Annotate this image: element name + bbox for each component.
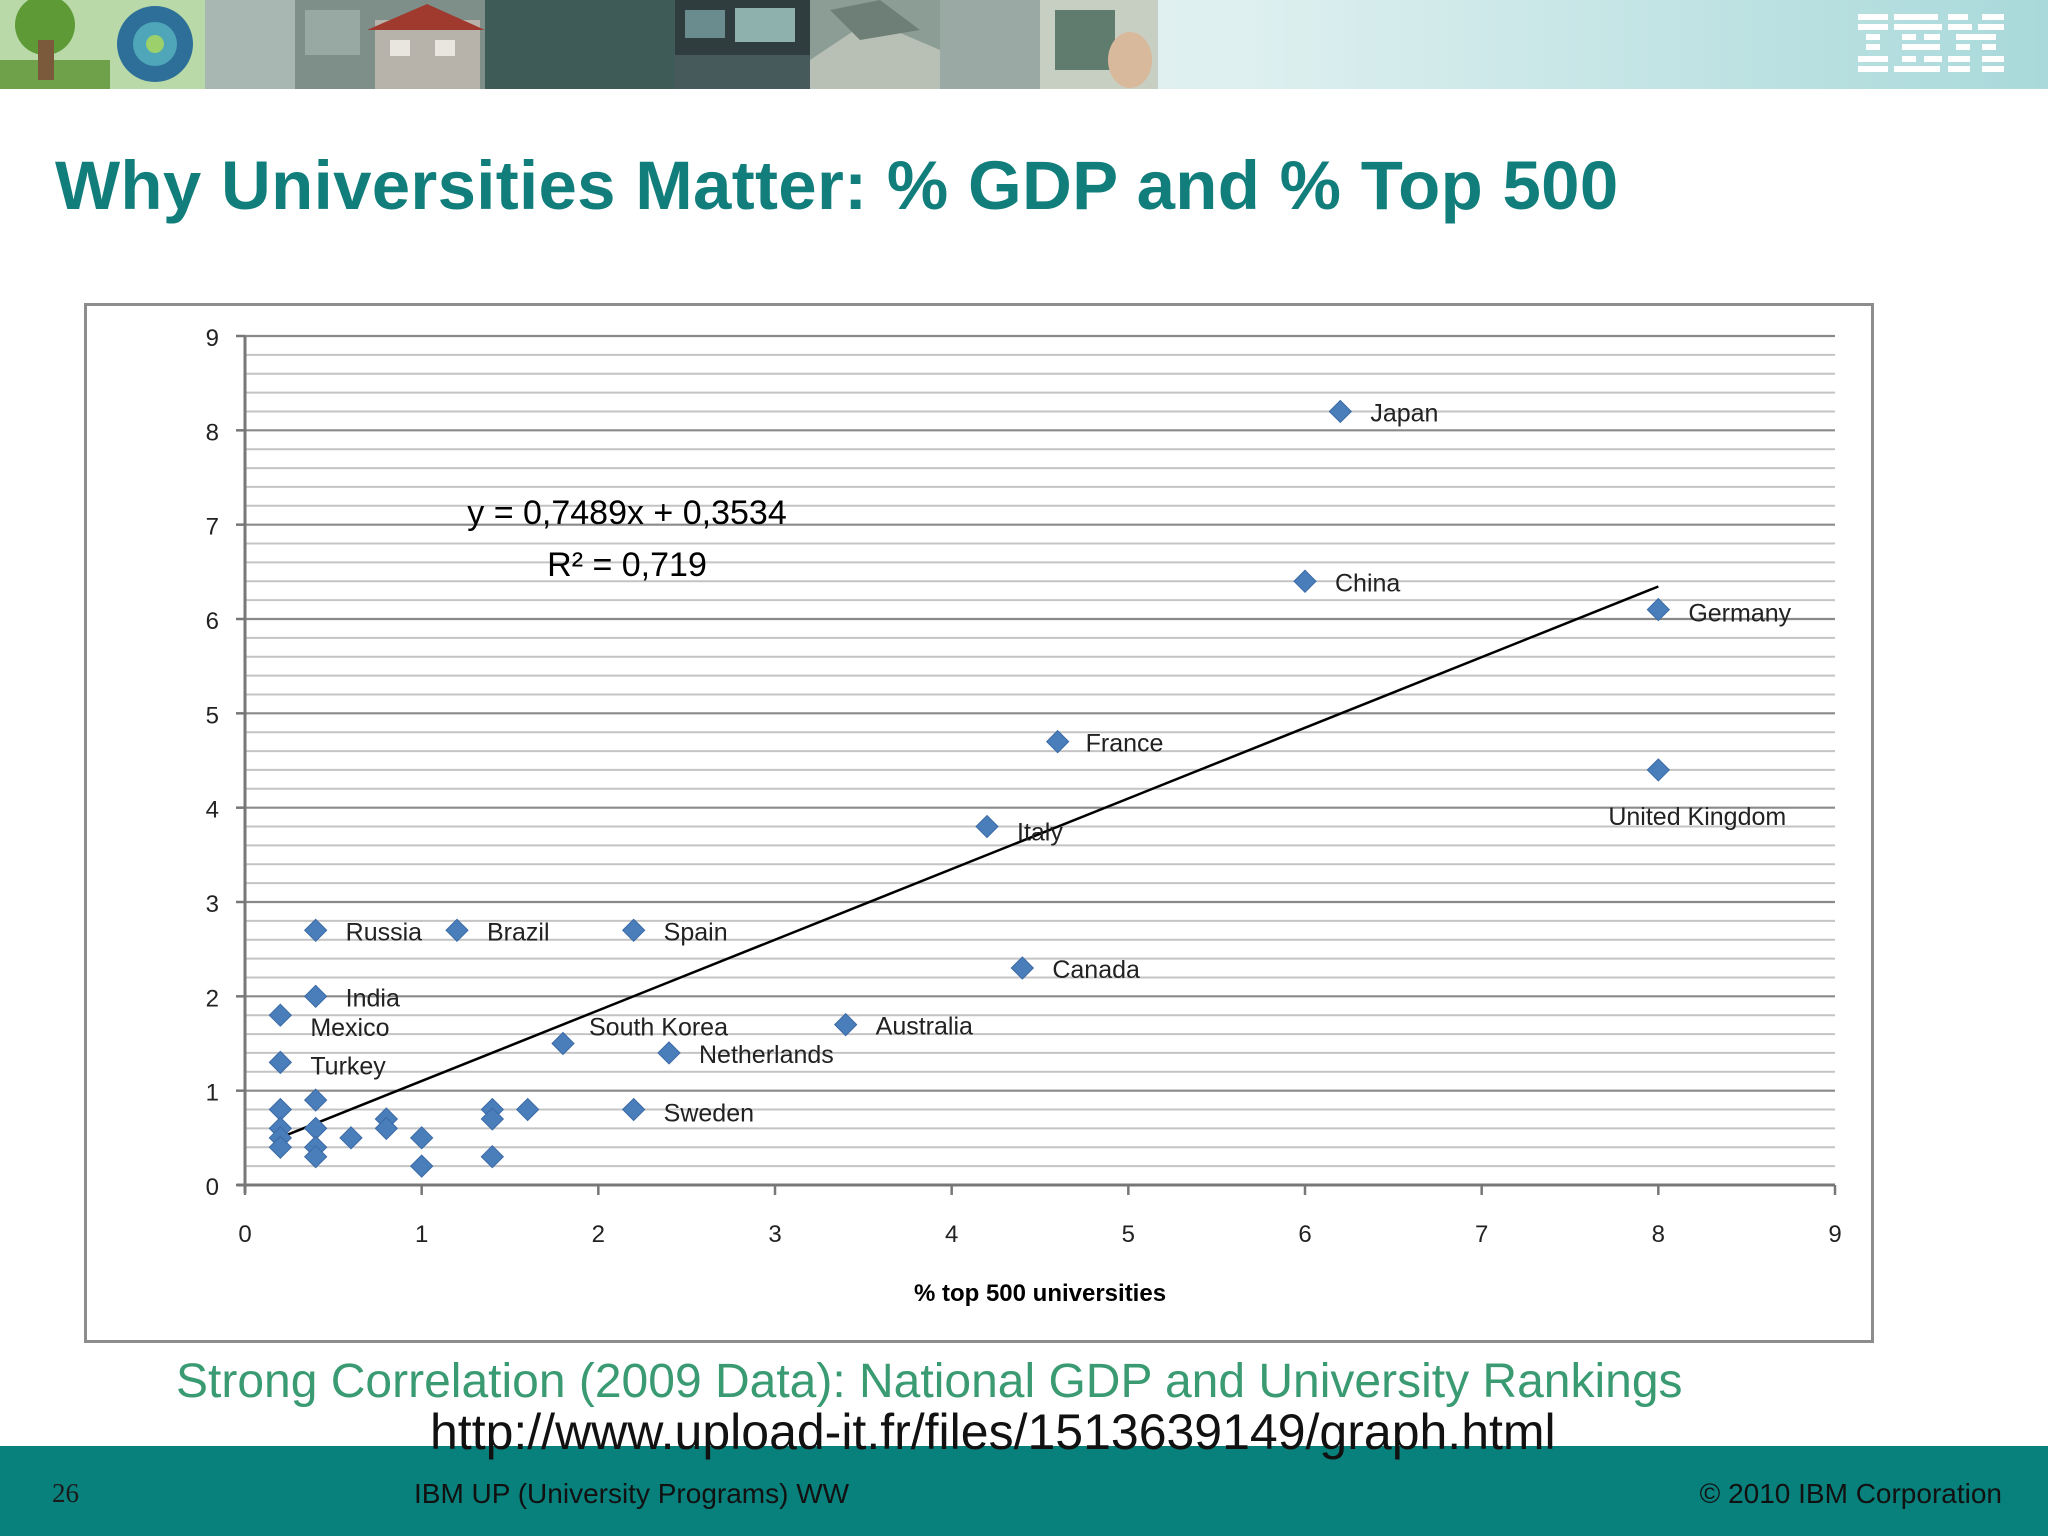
data-point-marker <box>1328 399 1353 424</box>
dark-tile <box>485 0 675 89</box>
data-point-label: Germany <box>1688 600 1791 628</box>
y-tick-label: 2 <box>206 985 219 1012</box>
data-point-marker <box>833 1012 858 1037</box>
x-tick-label: 4 <box>945 1221 958 1248</box>
hands-photo-icon <box>1040 0 1158 89</box>
data-point-marker <box>409 1154 434 1178</box>
chart-caption: Strong Correlation (2009 Data): National… <box>176 1355 1683 1408</box>
data-point-marker <box>621 918 646 943</box>
data-point-label: Brazil <box>487 918 550 946</box>
data-point-marker <box>339 1126 363 1150</box>
footer-program-name: IBM UP (University Programs) WW <box>414 1478 850 1509</box>
data-point-marker <box>303 1144 328 1169</box>
data-point-marker <box>621 1097 646 1122</box>
trendline-r-squared: R² = 0,719 <box>547 546 707 584</box>
y-tick-label: 4 <box>206 797 219 824</box>
y-tick-label: 0 <box>206 1174 219 1201</box>
data-point-marker <box>445 918 469 943</box>
data-point-label: France <box>1086 730 1164 758</box>
y-tick-label: 5 <box>206 702 219 729</box>
scatter-chart: 0 1 2 3 4 5 6 7 8 9 0 1 2 3 4 5 6 7 8 9 Japan China Germany Fr… <box>206 325 1842 1307</box>
data-point-marker <box>1646 597 1671 622</box>
data-point-marker <box>551 1031 575 1056</box>
data-point-label: South Korea <box>589 1014 728 1042</box>
trendline-equation: y = 0,7489x + 0,3534 <box>467 494 786 532</box>
footer-bar <box>0 1446 2048 1536</box>
data-point-marker <box>515 1097 540 1122</box>
y-tick-label: 1 <box>206 1080 219 1107</box>
gradient-tile <box>205 0 295 89</box>
data-point-label: Italy <box>1017 819 1063 847</box>
data-point-label: Netherlands <box>699 1041 834 1069</box>
data-point-marker <box>1045 729 1070 754</box>
data-point-marker <box>268 1003 293 1027</box>
data-points: Japan China Germany France United Kingdom Ita… <box>268 399 1792 1178</box>
source-link[interactable]: http://www.upload-it.fr/files/1513639149… <box>430 1404 1556 1460</box>
tree-photo-icon <box>0 0 205 89</box>
control-room-photo-icon <box>675 0 810 89</box>
trendline <box>279 585 1659 1139</box>
house-photo-icon <box>295 0 485 89</box>
ibm-logo-icon <box>1858 14 2004 72</box>
page-number: 26 <box>52 1478 79 1508</box>
gray-tile <box>940 0 1040 89</box>
y-tick-label: 3 <box>206 891 219 918</box>
data-point-marker <box>409 1126 434 1150</box>
data-point-marker <box>303 984 328 1009</box>
aerial-photo-icon <box>810 0 940 89</box>
data-point-marker <box>480 1144 505 1169</box>
data-point-marker <box>657 1041 681 1065</box>
data-point-marker <box>268 1050 293 1075</box>
x-tick-label: 0 <box>238 1221 251 1248</box>
chart-axes: 0 1 2 3 4 5 6 7 8 9 0 1 2 3 4 5 6 7 8 9 <box>206 325 1842 1248</box>
x-axis-label: % top 500 universities <box>914 1280 1166 1307</box>
data-point-label: Turkey <box>310 1052 386 1080</box>
x-tick-label: 3 <box>768 1221 781 1248</box>
data-point-label: Japan <box>1370 399 1438 427</box>
x-tick-label: 2 <box>592 1221 605 1248</box>
x-tick-label: 9 <box>1828 1221 1841 1248</box>
trendline-layer <box>279 585 1659 1139</box>
slide-title: Why Universities Matter: % GDP and % Top… <box>55 147 1619 224</box>
data-point-label: Mexico <box>310 1014 389 1042</box>
data-point-label: India <box>346 984 400 1012</box>
x-tick-label: 5 <box>1122 1221 1135 1248</box>
data-point-marker <box>1010 956 1035 980</box>
data-point-label: China <box>1335 569 1400 597</box>
y-tick-label: 9 <box>206 325 219 352</box>
data-point-marker <box>480 1107 505 1131</box>
x-tick-label: 1 <box>415 1221 428 1248</box>
x-tick-label: 6 <box>1298 1221 1311 1248</box>
data-point-marker <box>303 918 328 943</box>
y-tick-label: 8 <box>206 419 219 446</box>
footer-copyright: © 2010 IBM Corporation <box>1699 1478 2002 1509</box>
header-banner <box>0 0 2048 89</box>
data-point-marker <box>1293 569 1317 593</box>
y-tick-label: 6 <box>206 608 219 635</box>
data-point-label: Australia <box>876 1013 973 1041</box>
data-point-label: Sweden <box>664 1100 754 1128</box>
data-point-label: Canada <box>1052 956 1140 984</box>
chart-grid <box>245 334 1835 1168</box>
data-point-marker <box>975 814 999 839</box>
data-point-marker <box>268 1135 293 1159</box>
data-point-marker <box>374 1116 399 1141</box>
data-point-marker <box>303 1088 328 1112</box>
x-tick-label: 8 <box>1652 1221 1665 1248</box>
data-point-label: Spain <box>664 918 728 946</box>
data-point-label: United Kingdom <box>1608 803 1786 831</box>
data-point-label: Russia <box>346 918 423 946</box>
y-tick-label: 7 <box>206 514 219 541</box>
data-point-marker <box>1646 758 1671 782</box>
x-tick-label: 7 <box>1475 1221 1488 1248</box>
